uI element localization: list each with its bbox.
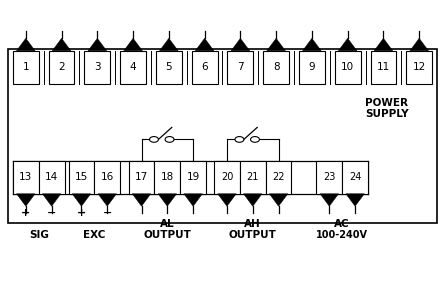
Polygon shape	[98, 194, 117, 206]
Bar	[120, 51, 146, 84]
Bar	[129, 161, 154, 194]
Text: 13: 13	[19, 172, 32, 182]
Polygon shape	[88, 38, 107, 51]
Text: 22: 22	[272, 172, 285, 182]
Bar	[13, 161, 39, 194]
Text: 100-240V: 100-240V	[316, 230, 368, 240]
Text: 14: 14	[45, 172, 58, 182]
Polygon shape	[374, 38, 393, 51]
Bar	[316, 161, 342, 194]
Text: AH: AH	[244, 219, 261, 229]
Polygon shape	[410, 38, 429, 51]
Text: 21: 21	[247, 172, 259, 182]
Text: 12: 12	[413, 62, 426, 72]
Bar	[85, 51, 110, 84]
Bar	[342, 161, 368, 194]
Polygon shape	[195, 38, 214, 51]
Bar	[227, 51, 253, 84]
Polygon shape	[16, 38, 35, 51]
Polygon shape	[231, 38, 250, 51]
Text: +: +	[77, 208, 86, 218]
Bar	[335, 51, 360, 84]
Text: 18: 18	[161, 172, 174, 182]
Polygon shape	[320, 194, 339, 206]
Bar	[240, 161, 266, 194]
Polygon shape	[267, 38, 285, 51]
Polygon shape	[52, 38, 71, 51]
Polygon shape	[184, 194, 202, 206]
Bar	[69, 161, 94, 194]
Bar	[13, 51, 39, 84]
Polygon shape	[303, 38, 321, 51]
Polygon shape	[158, 194, 177, 206]
Text: AL: AL	[160, 219, 174, 229]
Text: OUTPUT: OUTPUT	[229, 230, 277, 240]
Bar	[371, 51, 396, 84]
Text: 24: 24	[349, 172, 361, 182]
Text: SIG: SIG	[29, 230, 49, 240]
Polygon shape	[338, 38, 357, 51]
Polygon shape	[160, 38, 178, 51]
Text: 2: 2	[58, 62, 65, 72]
Text: 20: 20	[221, 172, 233, 182]
Circle shape	[235, 137, 244, 142]
Bar	[180, 161, 206, 194]
Polygon shape	[346, 194, 364, 206]
Circle shape	[165, 137, 174, 142]
Polygon shape	[218, 194, 236, 206]
Bar	[214, 161, 240, 194]
Polygon shape	[42, 194, 61, 206]
Text: OUTPUT: OUTPUT	[143, 230, 191, 240]
Text: AC: AC	[334, 219, 350, 229]
Text: SUPPLY: SUPPLY	[365, 110, 409, 119]
Bar	[154, 161, 180, 194]
Bar	[39, 161, 65, 194]
Text: 19: 19	[186, 172, 200, 182]
Text: 1: 1	[23, 62, 29, 72]
Text: POWER: POWER	[365, 98, 408, 108]
Bar	[94, 161, 120, 194]
Bar	[156, 51, 182, 84]
Text: 11: 11	[377, 62, 390, 72]
Text: EXC: EXC	[83, 230, 105, 240]
Text: 5: 5	[166, 62, 172, 72]
Text: 8: 8	[273, 62, 279, 72]
Bar	[299, 51, 325, 84]
Text: 9: 9	[308, 62, 315, 72]
Text: 6: 6	[201, 62, 208, 72]
Polygon shape	[124, 38, 142, 51]
Text: +: +	[21, 208, 30, 218]
Polygon shape	[269, 194, 288, 206]
Circle shape	[251, 137, 259, 142]
Bar	[406, 51, 432, 84]
Bar	[263, 51, 289, 84]
Text: 4: 4	[130, 62, 137, 72]
Bar	[192, 51, 218, 84]
Circle shape	[150, 137, 158, 142]
Text: 17: 17	[135, 172, 148, 182]
Text: −: −	[102, 208, 112, 218]
Text: 3: 3	[94, 62, 101, 72]
Bar	[8, 49, 437, 223]
Polygon shape	[132, 194, 151, 206]
Bar	[266, 161, 291, 194]
Text: 16: 16	[101, 172, 114, 182]
Polygon shape	[16, 194, 35, 206]
Bar	[49, 51, 74, 84]
Text: −: −	[47, 208, 57, 218]
Text: 15: 15	[75, 172, 88, 182]
Polygon shape	[72, 194, 91, 206]
Text: 23: 23	[323, 172, 336, 182]
Text: 7: 7	[237, 62, 244, 72]
Text: 10: 10	[341, 62, 354, 72]
Polygon shape	[243, 194, 262, 206]
